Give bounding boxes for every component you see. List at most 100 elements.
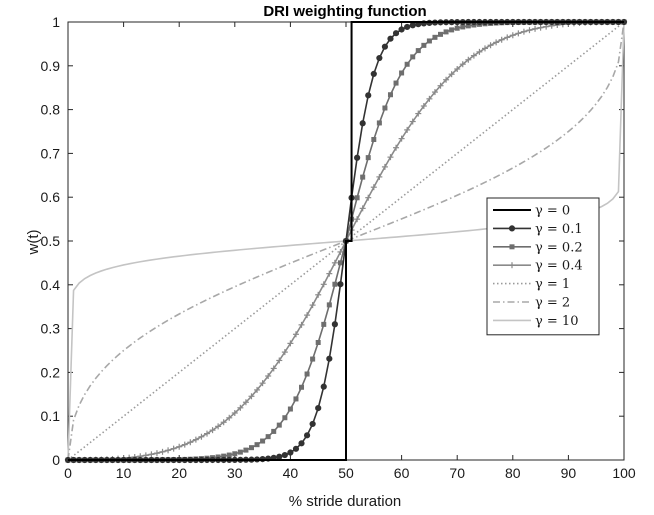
series-point xyxy=(443,29,449,35)
series-point xyxy=(304,312,311,319)
legend-label: γ = 0.4 xyxy=(535,259,583,274)
series-point xyxy=(421,42,427,48)
series-point xyxy=(426,38,432,44)
series-point xyxy=(376,173,383,180)
series-point xyxy=(315,339,321,345)
series-point xyxy=(170,445,177,452)
legend-label: γ = 0.1 xyxy=(535,222,583,237)
series-point xyxy=(265,372,272,379)
series-point xyxy=(387,92,393,98)
series-point xyxy=(371,137,377,143)
series-point xyxy=(420,103,427,110)
series-point xyxy=(354,195,360,201)
legend-box xyxy=(486,197,600,336)
series-point xyxy=(281,349,288,356)
series-point xyxy=(159,448,166,455)
y-tick-label: 0.5 xyxy=(41,233,61,249)
y-tick-label: 0.9 xyxy=(41,58,61,74)
series-point xyxy=(476,48,483,55)
legend-item: γ = 2 xyxy=(493,296,570,311)
series-point xyxy=(165,447,172,454)
series-point xyxy=(370,184,377,191)
legend-item: γ = 0.1 xyxy=(493,222,583,237)
series-point xyxy=(393,144,400,151)
series-point xyxy=(326,355,333,362)
series-point xyxy=(232,451,238,457)
series-line-0 xyxy=(68,21,624,461)
series-point xyxy=(292,331,299,338)
series-point xyxy=(365,155,371,161)
legend-marker xyxy=(508,225,516,232)
series-point xyxy=(304,371,310,377)
series-point xyxy=(359,120,366,127)
series-point xyxy=(515,30,522,37)
series-point xyxy=(331,259,338,266)
series-point xyxy=(192,436,199,443)
series-point xyxy=(248,393,255,400)
series-point xyxy=(509,32,516,39)
series-path xyxy=(68,21,624,461)
legend-marker xyxy=(509,244,515,250)
series-point xyxy=(387,154,394,161)
series-point xyxy=(299,384,305,390)
series-point xyxy=(432,34,438,40)
legend: γ = 0 γ = 0.1 γ = 0.2 γ = 0.4 γ = 1 γ = 2 γ = … xyxy=(486,197,600,336)
series-point xyxy=(237,404,244,411)
series-point xyxy=(337,260,343,266)
series-point xyxy=(303,432,311,439)
x-tick-label: 40 xyxy=(283,465,299,481)
x-tick-label: 80 xyxy=(505,465,521,481)
y-tick-label: 0.1 xyxy=(41,408,61,424)
series-point xyxy=(365,92,372,99)
series-point xyxy=(392,30,400,37)
series-point xyxy=(448,71,455,78)
series-point xyxy=(209,427,216,434)
x-tick-label: 50 xyxy=(338,465,354,481)
series-point xyxy=(287,340,294,347)
legend-label: γ = 0 xyxy=(535,204,570,219)
series-point xyxy=(470,52,477,59)
series-point xyxy=(359,205,366,212)
series-point xyxy=(443,76,450,83)
legend-label: γ = 10 xyxy=(535,314,578,329)
series-point xyxy=(426,95,433,102)
legend-item: γ = 0.2 xyxy=(493,240,583,255)
series-point xyxy=(404,23,411,31)
series-point xyxy=(248,445,254,451)
series-point xyxy=(331,321,338,328)
y-axis-label: w(t) xyxy=(25,230,42,256)
series-point xyxy=(431,89,438,96)
legend-item: γ = 0.4 xyxy=(493,259,583,274)
series-point xyxy=(320,383,327,390)
series-point xyxy=(459,61,466,68)
series-point xyxy=(454,25,460,31)
series-point xyxy=(415,110,422,117)
series-point xyxy=(409,22,416,29)
series-point xyxy=(360,174,366,180)
legend-label: γ = 2 xyxy=(535,296,570,311)
x-tick-label: 60 xyxy=(394,465,410,481)
series-point xyxy=(287,449,294,456)
series-point xyxy=(399,70,405,76)
series-point xyxy=(404,61,410,67)
series-point xyxy=(376,120,382,126)
series-point xyxy=(265,434,271,440)
series-point xyxy=(276,422,282,428)
series-point xyxy=(237,449,243,455)
series-point xyxy=(270,365,277,372)
series-point xyxy=(153,450,160,457)
y-tick-label: 0.2 xyxy=(41,364,61,380)
series-point xyxy=(310,356,316,362)
series-point xyxy=(242,399,249,406)
series-point xyxy=(198,433,205,440)
series-point xyxy=(281,451,288,459)
plot-area: 0 10 20 30 40 50 60 70 80 90 100 0 0.1 0.2 0.3 0.4 0.5 0.… xyxy=(41,14,636,481)
x-tick-label: 90 xyxy=(561,465,577,481)
series-point xyxy=(365,194,372,201)
series-point xyxy=(271,428,277,434)
series-point xyxy=(226,452,232,458)
series-point xyxy=(282,415,288,421)
series-point xyxy=(393,80,399,86)
series-point xyxy=(187,439,194,446)
series-point xyxy=(215,423,222,430)
